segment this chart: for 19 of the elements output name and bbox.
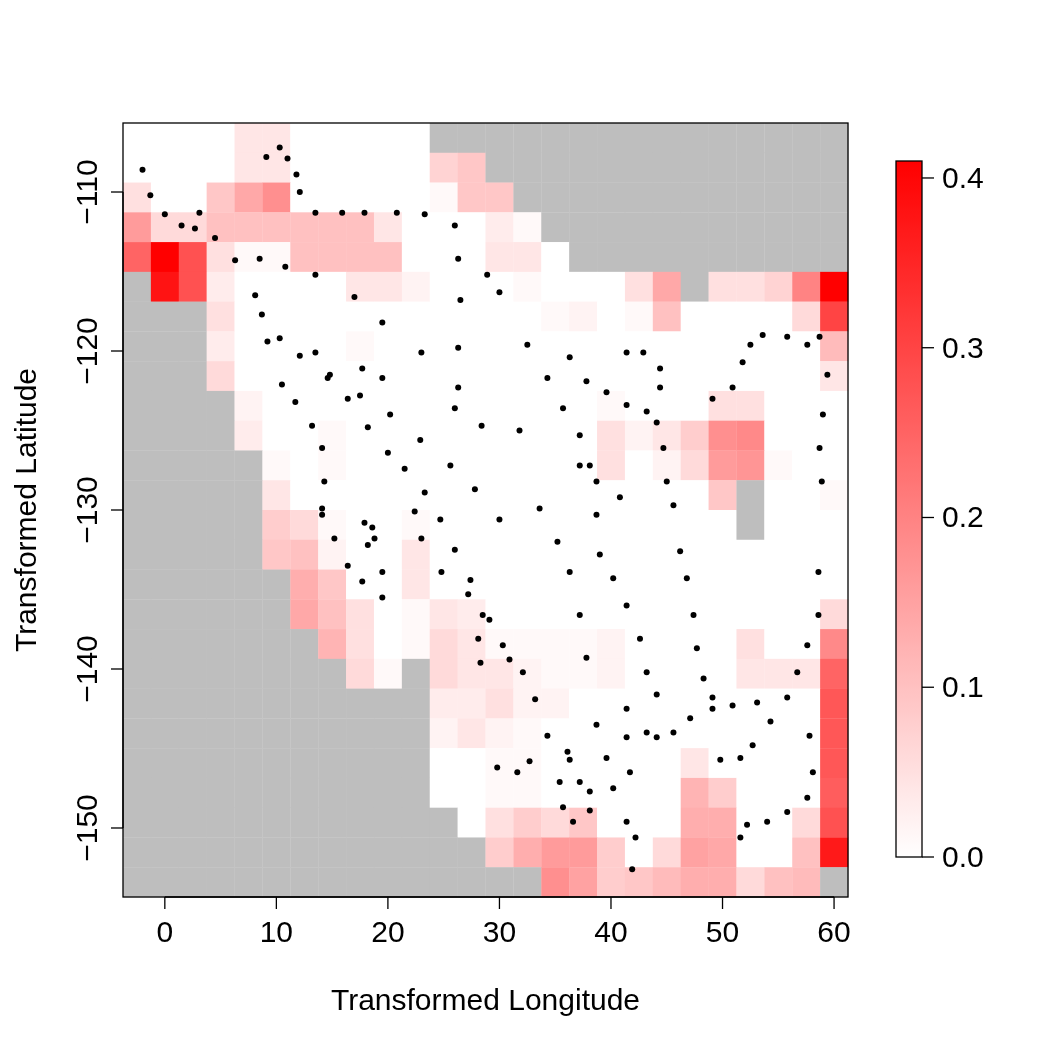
color-bar-label: 0.0 (942, 840, 984, 873)
y-axis-title: Transformed Latitude (9, 367, 42, 653)
x-tick-label: 40 (594, 915, 628, 948)
color-bar-label: 0.4 (942, 160, 984, 194)
color-bar-label: 0.3 (942, 330, 984, 364)
color-bar-label: 0.2 (942, 500, 984, 534)
x-tick-label: 30 (482, 915, 517, 948)
y-tick-label: −140 (70, 635, 103, 703)
y-tick-label: −110 (70, 159, 103, 225)
x-tick-label: 20 (371, 915, 405, 948)
x-tick-label: 0 (156, 915, 174, 948)
x-tick-label: 60 (817, 915, 851, 948)
color-bar-label: 0.1 (942, 670, 984, 704)
y-tick-label: −120 (70, 317, 103, 385)
y-tick-label: −150 (70, 794, 103, 862)
y-tick-label: −130 (70, 476, 103, 544)
x-axis-title: Transformed Longitude (330, 983, 641, 1016)
x-tick-label: 50 (705, 915, 740, 948)
x-tick-label: 10 (259, 915, 294, 948)
